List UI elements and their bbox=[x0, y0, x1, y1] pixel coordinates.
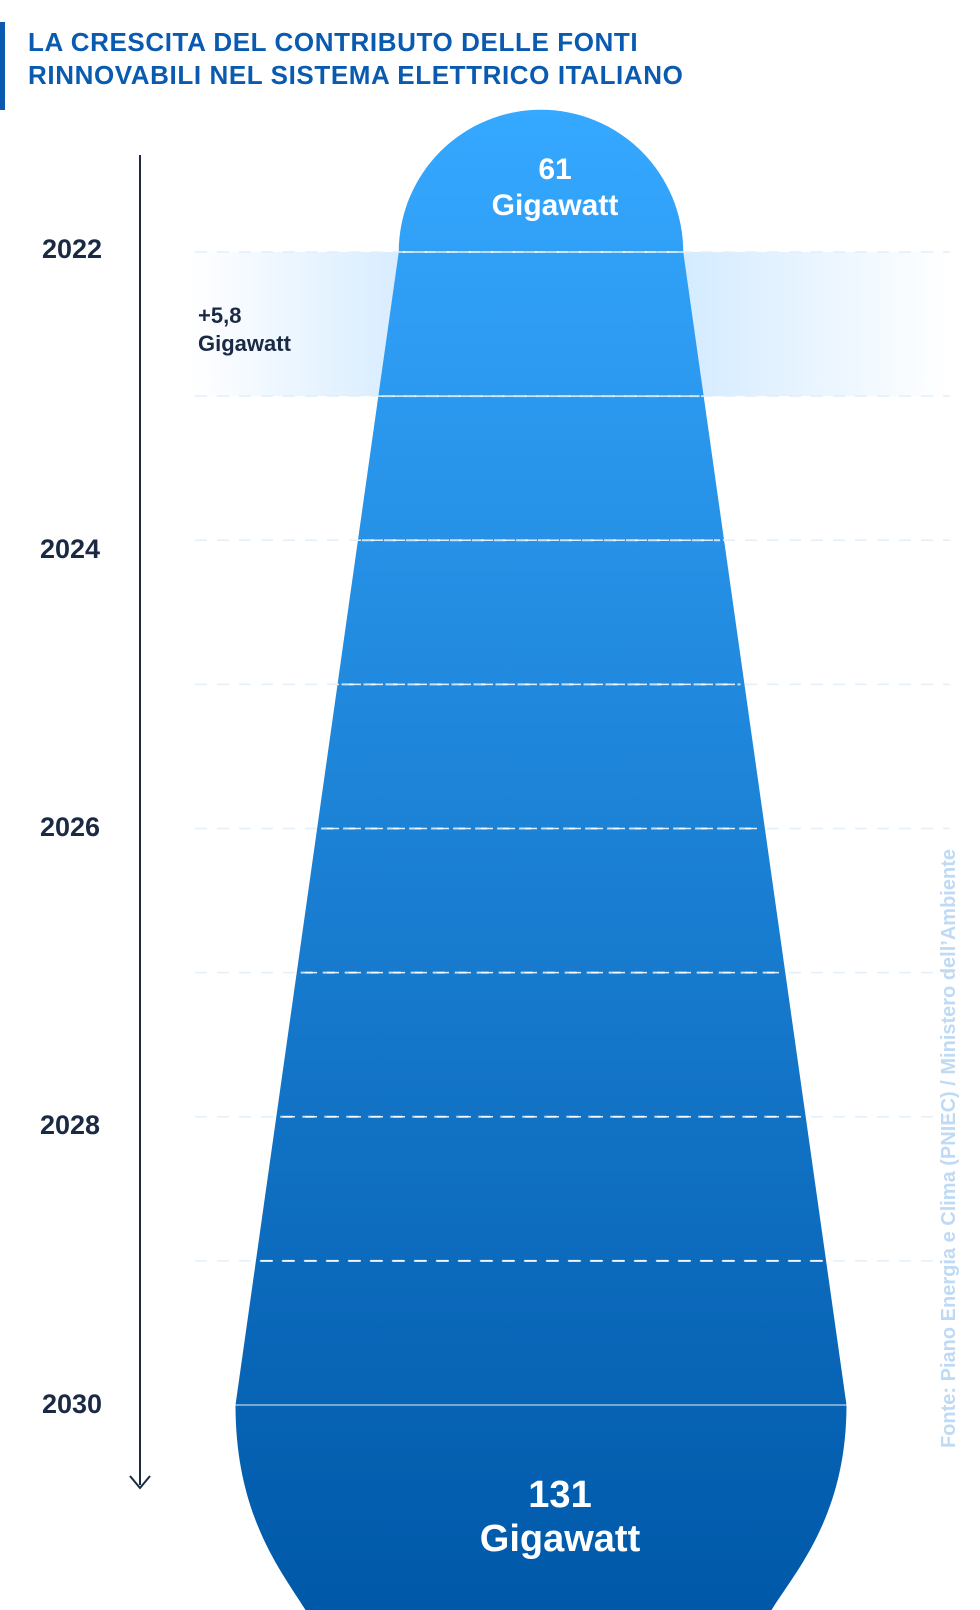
annual-increase-value: +5,8 bbox=[198, 303, 242, 328]
year-label-2024: 2024 bbox=[40, 534, 101, 564]
title-line-1: LA CRESCITA DEL CONTRIBUTO DELLE FONTI bbox=[28, 27, 639, 57]
year-label-2026: 2026 bbox=[40, 812, 101, 842]
time-axis-arrow-icon bbox=[129, 1475, 151, 1490]
annual-increase-unit: Gigawatt bbox=[198, 331, 291, 356]
year-label-2022: 2022 bbox=[42, 234, 103, 264]
start-value-label: 61 Gigawatt bbox=[415, 152, 695, 224]
start-value: 61 bbox=[538, 153, 572, 186]
year-label-2030: 2030 bbox=[42, 1389, 103, 1419]
funnel-area bbox=[235, 109, 847, 1610]
page-title: LA CRESCITA DEL CONTRIBUTO DELLE FONTI R… bbox=[28, 26, 928, 92]
title-line-2: RINNOVABILI NEL SISTEMA ELETTRICO ITALIA… bbox=[28, 60, 684, 90]
annual-increase-label: +5,8 Gigawatt bbox=[198, 302, 291, 358]
year-label-2028: 2028 bbox=[40, 1110, 101, 1140]
end-value-label: 131 Gigawatt bbox=[400, 1473, 720, 1561]
start-unit: Gigawatt bbox=[491, 189, 619, 222]
title-accent-bar bbox=[0, 22, 5, 110]
source-note: Fonte: Piano Energia e Clima (PNIEC) / M… bbox=[938, 849, 960, 1448]
end-value: 131 bbox=[528, 1474, 592, 1516]
end-unit: Gigawatt bbox=[479, 1518, 641, 1560]
